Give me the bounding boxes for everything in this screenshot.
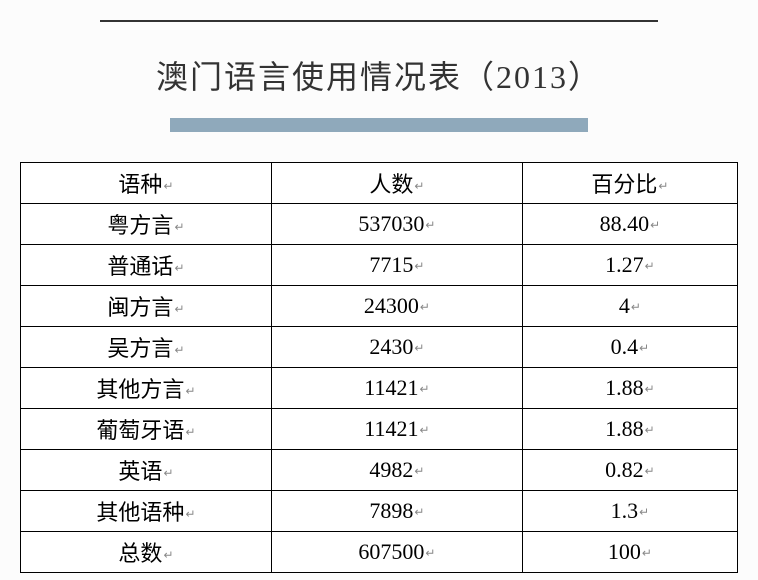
cell-percent: 1.88↵ [522,409,737,450]
cell-count: 7715↵ [271,245,522,286]
cell-percent: 0.4↵ [522,327,737,368]
cell-language: 吴方言↵ [21,327,272,368]
cell-language: 英语↵ [21,450,272,491]
cell-count: 11421↵ [271,368,522,409]
cell-percent: 0.82↵ [522,450,737,491]
cell-count: 537030↵ [271,204,522,245]
table-row: 粤方言↵ 537030↵ 88.40↵ [21,204,738,245]
cell-percent: 1.88↵ [522,368,737,409]
table-row: 其他语种↵ 7898↵ 1.3↵ [21,491,738,532]
table-row: 闽方言↵ 24300↵ 4↵ [21,286,738,327]
cell-count: 607500↵ [271,532,522,573]
title-area: 澳门语言使用情况表（2013） [20,52,738,98]
cell-language: 粤方言↵ [21,204,272,245]
language-table: 语种↵ 人数↵ 百分比↵ 粤方言↵ 537030↵ 88.40↵ 普通话↵ 77… [20,162,738,573]
cell-count: 24300↵ [271,286,522,327]
top-divider [100,20,658,22]
table-row: 普通话↵ 7715↵ 1.27↵ [21,245,738,286]
cell-percent: 1.27↵ [522,245,737,286]
cell-percent: 1.3↵ [522,491,737,532]
table-row: 吴方言↵ 2430↵ 0.4↵ [21,327,738,368]
cell-language: 其他语种↵ [21,491,272,532]
col-header-language: 语种↵ [21,163,272,204]
cell-count: 11421↵ [271,409,522,450]
cell-count: 2430↵ [271,327,522,368]
col-header-count: 人数↵ [271,163,522,204]
col-header-percent: 百分比↵ [522,163,737,204]
cell-language: 葡萄牙语↵ [21,409,272,450]
cell-language: 普通话↵ [21,245,272,286]
table-row: 葡萄牙语↵ 11421↵ 1.88↵ [21,409,738,450]
table-row: 英语↵ 4982↵ 0.82↵ [21,450,738,491]
table-row: 其他方言↵ 11421↵ 1.88↵ [21,368,738,409]
cell-percent: 4↵ [522,286,737,327]
title-underline-bar [170,118,588,132]
cell-percent: 100↵ [522,532,737,573]
table-body: 粤方言↵ 537030↵ 88.40↵ 普通话↵ 7715↵ 1.27↵ 闽方言… [21,204,738,573]
table-header-row: 语种↵ 人数↵ 百分比↵ [21,163,738,204]
cell-percent: 88.40↵ [522,204,737,245]
cell-language: 闽方言↵ [21,286,272,327]
cell-count: 7898↵ [271,491,522,532]
cell-language: 其他方言↵ [21,368,272,409]
page-title: 澳门语言使用情况表（2013） [156,59,602,95]
table-row: 总数↵ 607500↵ 100↵ [21,532,738,573]
cell-count: 4982↵ [271,450,522,491]
cell-language: 总数↵ [21,532,272,573]
